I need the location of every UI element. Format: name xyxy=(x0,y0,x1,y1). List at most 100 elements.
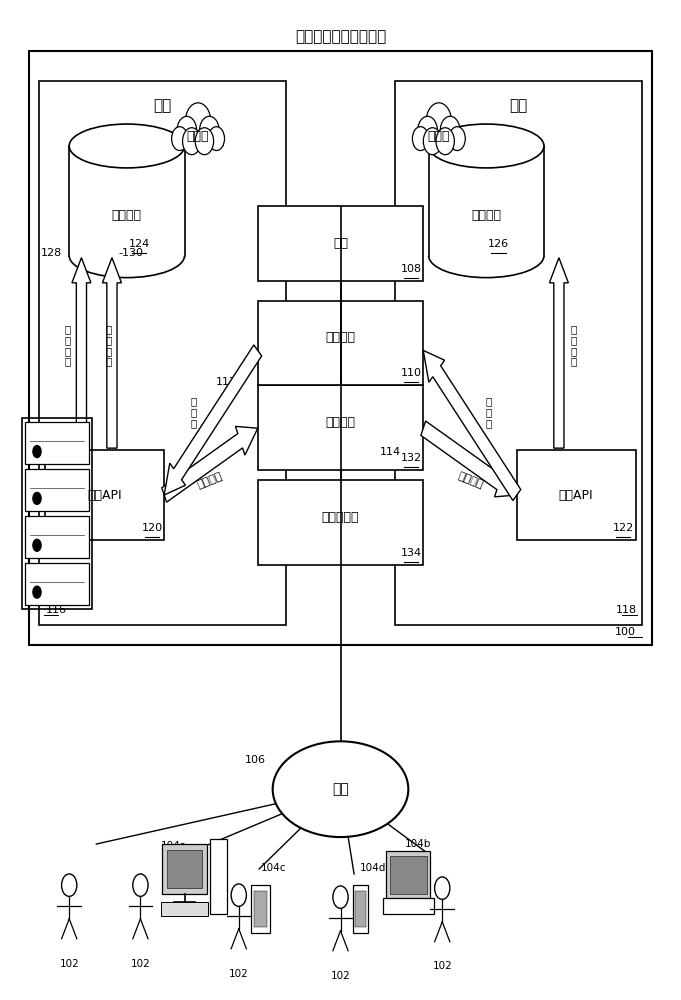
Polygon shape xyxy=(424,350,521,501)
Circle shape xyxy=(33,446,41,458)
Text: 102: 102 xyxy=(330,971,351,981)
Text: 132: 132 xyxy=(400,453,422,463)
Ellipse shape xyxy=(69,124,185,168)
Bar xyxy=(163,844,206,894)
Text: 云存储: 云存储 xyxy=(187,130,209,143)
Bar xyxy=(355,891,366,927)
Circle shape xyxy=(434,877,450,899)
Text: 可扩展最终一致性系统: 可扩展最终一致性系统 xyxy=(295,29,386,44)
Text: 104c: 104c xyxy=(260,863,286,873)
Circle shape xyxy=(424,128,442,155)
Text: 108: 108 xyxy=(400,264,422,274)
Text: 104d: 104d xyxy=(360,863,386,873)
Bar xyxy=(22,418,92,609)
Circle shape xyxy=(436,128,454,155)
Polygon shape xyxy=(102,258,121,448)
Ellipse shape xyxy=(272,741,409,837)
Circle shape xyxy=(417,116,437,145)
Bar xyxy=(167,850,202,888)
Bar xyxy=(25,516,89,558)
Polygon shape xyxy=(164,345,262,495)
Bar xyxy=(29,51,652,645)
Circle shape xyxy=(208,127,225,151)
Polygon shape xyxy=(72,258,91,448)
Circle shape xyxy=(231,884,247,906)
Text: 102: 102 xyxy=(131,959,151,969)
Polygon shape xyxy=(421,421,517,497)
Ellipse shape xyxy=(428,124,544,168)
Text: 读
请
求: 读 请 求 xyxy=(486,396,492,428)
Bar xyxy=(25,469,89,511)
Circle shape xyxy=(133,874,148,896)
Text: 126: 126 xyxy=(488,239,509,249)
Text: 116: 116 xyxy=(46,605,67,615)
Text: 存储API: 存储API xyxy=(559,489,594,502)
Text: 日志API: 日志API xyxy=(87,489,122,502)
Text: 运行记录: 运行记录 xyxy=(456,470,485,490)
Text: 云存储: 云存储 xyxy=(428,130,450,143)
Circle shape xyxy=(195,128,214,155)
Text: 运
行
记
录: 运 行 记 录 xyxy=(65,324,71,367)
Text: 102: 102 xyxy=(59,959,79,969)
Bar xyxy=(353,885,368,933)
Circle shape xyxy=(61,874,77,896)
Text: 122: 122 xyxy=(613,523,634,533)
Text: 对象模型: 对象模型 xyxy=(326,331,355,344)
Text: 存储: 存储 xyxy=(509,99,528,114)
Text: 100: 100 xyxy=(614,627,635,637)
Bar xyxy=(161,902,208,916)
Text: 104a: 104a xyxy=(161,841,187,851)
Text: 日志分区: 日志分区 xyxy=(112,209,142,222)
Text: 104b: 104b xyxy=(405,839,431,849)
Text: 112: 112 xyxy=(217,377,238,387)
Circle shape xyxy=(426,103,452,140)
Text: 存储分区: 存储分区 xyxy=(471,209,501,222)
Polygon shape xyxy=(162,426,257,502)
Text: 改变提交: 改变提交 xyxy=(326,416,355,429)
Text: 前端: 前端 xyxy=(333,237,348,250)
Bar xyxy=(251,885,270,933)
Text: 124: 124 xyxy=(129,239,150,249)
Bar xyxy=(390,856,427,894)
Bar xyxy=(257,301,424,385)
Circle shape xyxy=(33,586,41,598)
Bar xyxy=(517,450,635,540)
Circle shape xyxy=(33,492,41,504)
Bar xyxy=(69,146,185,256)
Circle shape xyxy=(449,127,465,151)
Bar xyxy=(210,839,227,914)
Text: -130: -130 xyxy=(118,248,144,258)
Circle shape xyxy=(413,127,428,151)
Text: 106: 106 xyxy=(245,755,266,765)
Circle shape xyxy=(172,127,188,151)
Bar xyxy=(383,898,434,914)
Text: 128: 128 xyxy=(41,248,62,258)
Circle shape xyxy=(33,539,41,551)
Bar xyxy=(395,81,642,625)
Bar xyxy=(257,206,424,281)
Bar xyxy=(25,422,89,464)
Text: 运
行
记
录: 运 行 记 录 xyxy=(570,324,576,367)
Circle shape xyxy=(185,103,211,140)
Text: 运行记录: 运行记录 xyxy=(196,470,225,490)
Bar xyxy=(386,851,430,899)
Bar xyxy=(46,450,164,540)
Text: 102: 102 xyxy=(229,969,249,979)
Bar xyxy=(257,385,424,470)
Text: 102: 102 xyxy=(432,961,452,971)
Text: 114: 114 xyxy=(380,447,401,457)
Text: 134: 134 xyxy=(400,548,422,558)
Text: 120: 120 xyxy=(142,523,163,533)
Text: 历
史
记
录: 历 史 记 录 xyxy=(106,324,112,367)
Text: 118: 118 xyxy=(616,605,637,615)
Text: 110: 110 xyxy=(400,368,422,378)
Bar xyxy=(428,146,544,256)
Bar xyxy=(254,891,267,927)
Circle shape xyxy=(183,128,201,155)
Circle shape xyxy=(200,116,219,145)
Text: 网络: 网络 xyxy=(332,782,349,796)
Circle shape xyxy=(177,116,197,145)
Polygon shape xyxy=(550,258,569,448)
Text: 日志: 日志 xyxy=(153,99,172,114)
Circle shape xyxy=(333,886,348,908)
